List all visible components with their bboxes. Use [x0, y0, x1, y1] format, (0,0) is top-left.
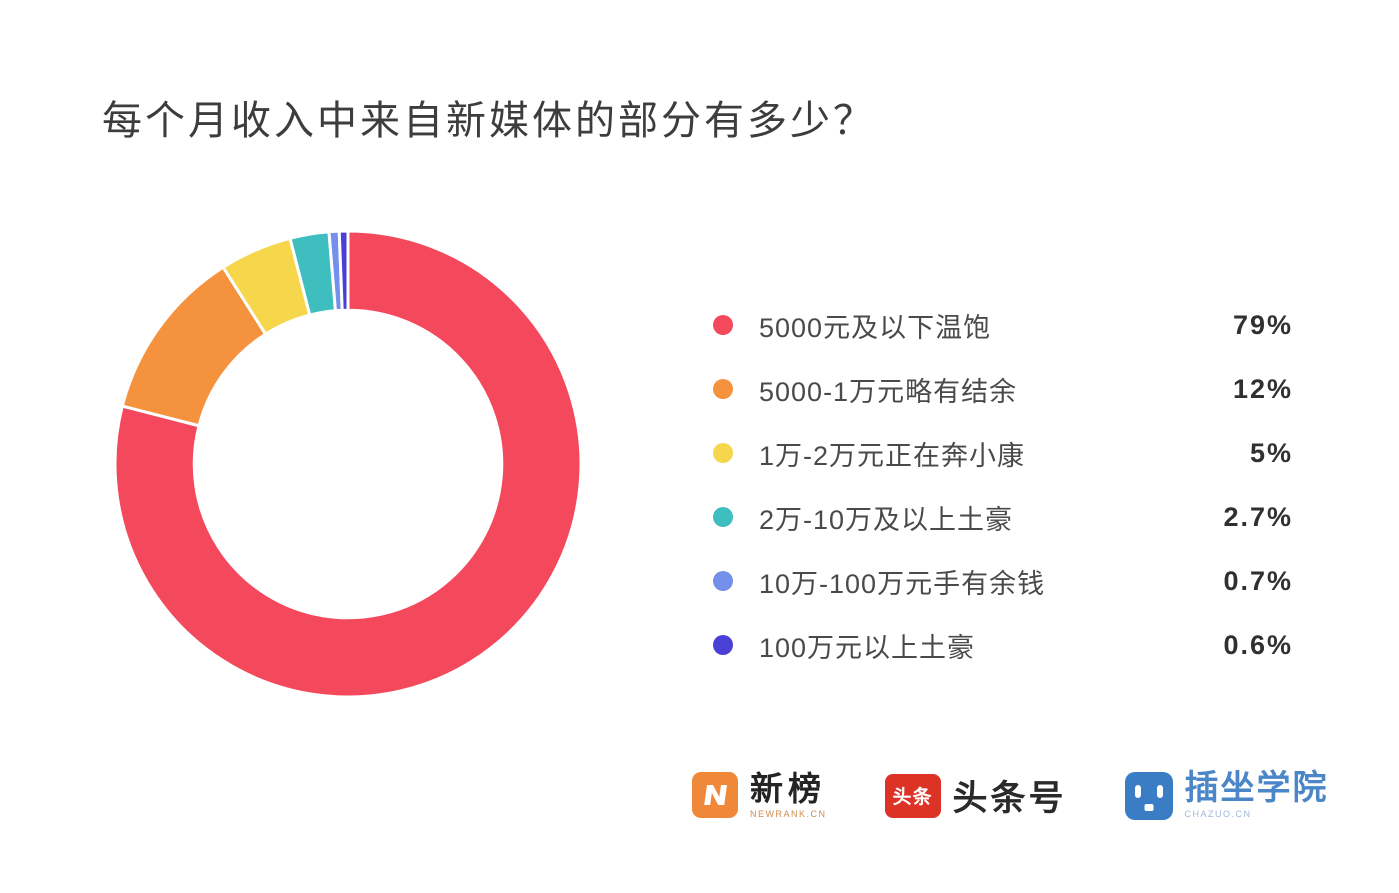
legend-item: 10万-100万元手有余钱 0.7%	[703, 549, 1293, 613]
chart-legend: 5000元及以下温饱 79% 5000-1万元略有结余 12% 1万-2万元正在奔小康 5…	[703, 293, 1293, 677]
donut-chart	[113, 229, 583, 699]
chazuo-logo-icon	[1124, 771, 1173, 820]
legend-item-value: 5%	[1249, 437, 1293, 468]
legend-item-value: 2.7%	[1223, 501, 1293, 532]
newrank-logo-icon	[692, 772, 738, 819]
toutiao-logo-text: 头条号	[952, 779, 1067, 818]
chazuo-face-mouth-icon	[1144, 803, 1154, 811]
newrank-logo: 新榜 NEWRANK.CN	[692, 769, 827, 819]
legend-item-value: 0.7%	[1223, 565, 1293, 596]
legend-item: 5000元及以下温饱 79%	[703, 293, 1293, 357]
chazuo-logo-caption: CHAZUO.CN	[1184, 809, 1252, 820]
legend-item-label: 10万-100万元手有余钱	[759, 568, 1046, 599]
newrank-n-glyph	[704, 785, 728, 806]
newrank-logo-text: 新榜	[750, 769, 826, 807]
legend-dot-icon	[713, 443, 733, 463]
legend-dot-icon	[713, 507, 733, 527]
toutiao-logo: 头条 头条号	[884, 770, 1067, 821]
legend-item-label: 1万-2万元正在奔小康	[759, 440, 1026, 471]
toutiao-logo-icon: 头条	[884, 773, 941, 818]
legend-dot-icon	[713, 571, 733, 591]
legend-dot-icon	[713, 379, 733, 399]
legend-item: 5000-1万元略有结余 12%	[703, 357, 1293, 421]
legend-item-label: 5000元及以下温饱	[759, 312, 992, 343]
legend-item-label: 5000-1万元略有结余	[759, 376, 1018, 407]
legend-item-value: 0.6%	[1223, 629, 1293, 660]
newrank-logo-caption: NEWRANK.CN	[750, 808, 827, 819]
legend-item: 100万元以上土豪 0.6%	[703, 613, 1293, 677]
legend-item-label: 100万元以上土豪	[759, 632, 976, 663]
legend-item-value: 79%	[1232, 309, 1293, 340]
chazuo-face-right-eye-icon	[1156, 784, 1163, 798]
donut-slice	[113, 229, 583, 699]
donut-slice	[337, 229, 350, 312]
legend-item-label: 2万-10万及以上土豪	[759, 504, 1014, 535]
legend-item: 2万-10万及以上土豪 2.7%	[703, 485, 1293, 549]
footer-logos: 新榜 NEWRANK.CN 头条 头条号 插坐学院 CHAZUO.CN	[692, 770, 1329, 821]
chazuo-logo-text: 插坐学院	[1184, 769, 1329, 808]
legend-dot-icon	[713, 635, 733, 655]
chazuo-logo: 插坐学院 CHAZUO.CN	[1124, 769, 1329, 820]
legend-item: 1万-2万元正在奔小康 5%	[703, 421, 1293, 485]
legend-item-value: 12%	[1232, 373, 1293, 404]
legend-dot-icon	[713, 315, 733, 335]
chazuo-face-left-eye-icon	[1134, 784, 1141, 798]
chart-title: 每个月收入中来自新媒体的部分有多少？	[102, 99, 876, 143]
